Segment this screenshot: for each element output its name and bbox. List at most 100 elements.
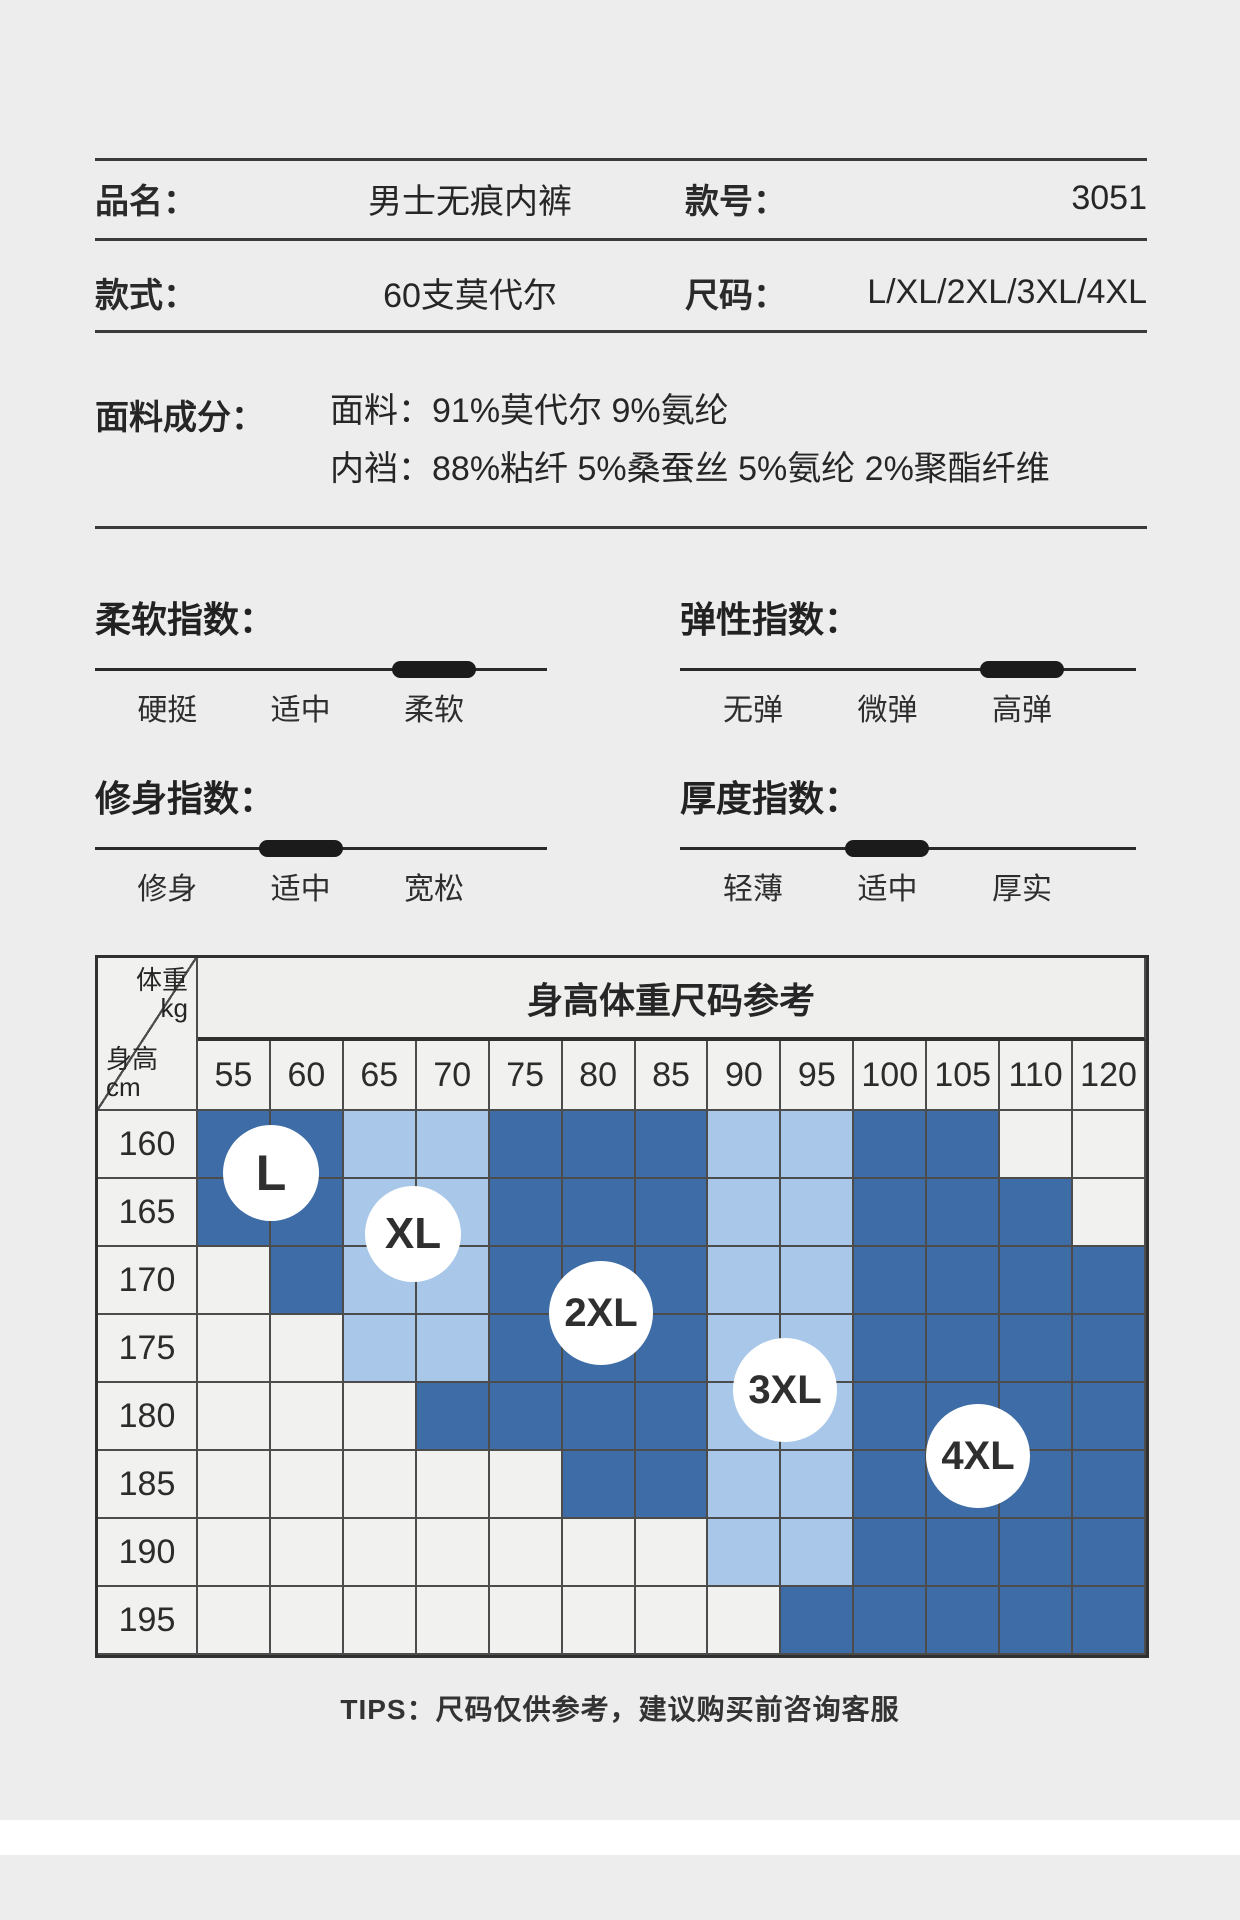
softness-scale-labels: 硬挺 适中 柔软 [95, 685, 547, 727]
size-cell [927, 1179, 1001, 1247]
size-cell [1000, 1519, 1074, 1587]
scale-label: 柔软 [404, 694, 464, 727]
size-cell [198, 1315, 271, 1383]
size-cell [1000, 1587, 1074, 1655]
size-cell [635, 1383, 709, 1451]
sizes-value: L/XL/2XL/3XL/4XL [867, 272, 1147, 311]
elasticity-marker [980, 661, 1064, 678]
size-cell [781, 1247, 855, 1315]
size-cell [781, 1111, 855, 1179]
fabric-composition-label: 面料成分： [95, 399, 265, 437]
size-cell [781, 1451, 855, 1519]
thickness-marker [845, 840, 930, 857]
weight-header-cell: 110 [1000, 1041, 1074, 1111]
fit-marker [258, 840, 343, 857]
weight-header-cell: 70 [416, 1041, 490, 1111]
height-row-label: 165 [98, 1179, 198, 1247]
size-cell [198, 1247, 271, 1315]
size-cell [270, 1383, 344, 1451]
size-cell [562, 1383, 636, 1451]
divider [95, 330, 1147, 333]
scale-label: 微弹 [857, 694, 918, 727]
size-cell [708, 1247, 782, 1315]
size-cell [1073, 1451, 1146, 1519]
size-cell [343, 1587, 417, 1655]
size-cell [781, 1179, 855, 1247]
scale-label: 无弹 [722, 694, 783, 727]
scale-label: 修身 [137, 873, 198, 906]
size-cell [416, 1111, 490, 1179]
size-badge-4xl: 4XL [926, 1404, 1030, 1508]
size-cell [635, 1179, 709, 1247]
softness-scale-line [95, 661, 547, 678]
size-cell [1073, 1247, 1146, 1315]
size-badge-l: L [223, 1125, 319, 1221]
size-cell [489, 1315, 563, 1383]
size-cell [1073, 1519, 1146, 1587]
size-cell [781, 1587, 855, 1655]
size-cell [1000, 1111, 1074, 1179]
height-row-label: 185 [98, 1451, 198, 1519]
divider [95, 526, 1147, 529]
weight-header-cell: 85 [635, 1041, 709, 1111]
size-cell [1073, 1587, 1146, 1655]
weight-header-cell: 95 [781, 1041, 855, 1111]
size-cell [927, 1247, 1001, 1315]
size-cell [1000, 1179, 1074, 1247]
fabric-composition-lines: 面料：91%莫代尔 9%氨纶 内裆：88%粘纤 5%桑蚕丝 5%氨纶 2%聚酯纤… [330, 382, 1050, 498]
size-cell [1073, 1315, 1146, 1383]
divider [95, 238, 1147, 241]
size-cell [635, 1111, 709, 1179]
size-cell [416, 1383, 490, 1451]
size-cell [854, 1451, 928, 1519]
thickness-index: 厚度指数： 轻薄 适中 厚实 [680, 777, 1136, 906]
size-cell [270, 1247, 344, 1315]
weight-axis-label: 体重 kg [135, 965, 188, 1023]
weight-header-cell: 65 [343, 1041, 417, 1111]
size-cell [635, 1451, 709, 1519]
weight-header-cell: 75 [489, 1041, 563, 1111]
elasticity-index-title: 弹性指数： [680, 599, 861, 640]
height-row-label: 195 [98, 1587, 198, 1655]
size-cell [1073, 1179, 1146, 1247]
weight-header-cell: 80 [562, 1041, 636, 1111]
size-cell [781, 1519, 855, 1587]
size-cell [854, 1383, 928, 1451]
size-table-title: 身高体重尺码参考 [198, 958, 1146, 1041]
section-separator [0, 1820, 1240, 1855]
size-cell [416, 1587, 490, 1655]
fit-scale-labels: 修身 适中 宽松 [95, 864, 547, 906]
table-corner-cell: 体重 kg 身高 cm [98, 958, 198, 1111]
weight-header-cell: 90 [708, 1041, 782, 1111]
size-cell [635, 1587, 709, 1655]
style-label: 款式： [95, 276, 197, 315]
scale-label: 适中 [270, 873, 331, 906]
size-cell [562, 1519, 636, 1587]
size-cell [1000, 1247, 1074, 1315]
height-row-label: 190 [98, 1519, 198, 1587]
size-cell [489, 1587, 563, 1655]
size-cell [562, 1587, 636, 1655]
size-cell [198, 1451, 271, 1519]
size-cell [854, 1179, 928, 1247]
size-cell [562, 1111, 636, 1179]
scale-label: 宽松 [404, 873, 464, 906]
scale-label: 硬挺 [137, 694, 198, 727]
scale-label: 适中 [857, 873, 918, 906]
size-cell [489, 1383, 563, 1451]
size-cell [562, 1179, 636, 1247]
size-cell [489, 1179, 563, 1247]
size-cell [416, 1519, 490, 1587]
size-cell [198, 1587, 271, 1655]
size-badge-xl: XL [365, 1186, 461, 1282]
size-cell [270, 1315, 344, 1383]
style-row: 款式： 60支莫代尔 尺码： L/XL/2XL/3XL/4XL [95, 264, 1147, 320]
size-reference-table: 体重 kg 身高 cm 身高体重尺码参考 55 60 65 70 75 80 85 90 95 1… [95, 955, 1149, 1658]
fabric-outer-line: 面料：91%莫代尔 9%氨纶 [330, 392, 729, 430]
fit-index: 修身指数： 修身 适中 宽松 [95, 777, 547, 906]
size-cell [1073, 1111, 1146, 1179]
size-cell [562, 1451, 636, 1519]
size-cell [489, 1451, 563, 1519]
tips-note: TIPS：尺码仅供参考，建议购买前咨询客服 [340, 1694, 900, 1725]
